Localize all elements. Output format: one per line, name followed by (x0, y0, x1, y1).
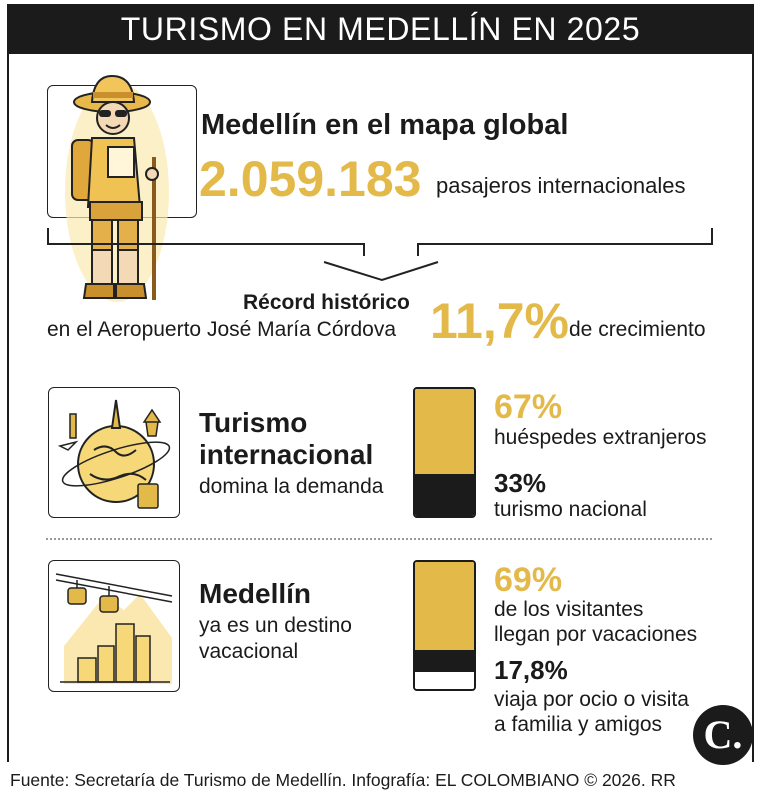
title-bar: TURISMO EN MEDELLÍN EN 2025 (7, 4, 754, 54)
frame-right-border (752, 54, 754, 762)
vacation-share-segment (415, 562, 474, 650)
section2-stat2-value: 33% (494, 468, 547, 498)
section2-heading-line2: internacional (199, 439, 374, 470)
international-share-segment (415, 389, 474, 475)
section2-stat2-label: turismo nacional (494, 498, 647, 521)
page-title: TURISMO EN MEDELLÍN EN 2025 (120, 11, 641, 47)
record-title: Récord histórico (243, 291, 410, 314)
bracket-arrow (47, 228, 713, 282)
other-share-segment (415, 672, 474, 689)
globe-landmarks-icon (57, 399, 171, 509)
section3-stat2-label-line1: viaja por ocio o visita (494, 688, 689, 711)
tourist-illustration-icon (65, 74, 169, 302)
frame-left-border (7, 54, 9, 762)
source-credit: Fuente: Secretaría de Turismo de Medellí… (10, 770, 676, 790)
section2-stat1-label: huéspedes extranjeros (494, 426, 707, 449)
national-share-segment (415, 474, 474, 516)
logo-letter: C. (703, 712, 743, 757)
growth-label: de crecimiento (569, 318, 706, 341)
leisure-family-share-segment (415, 649, 474, 673)
section3-stat1-value: 69% (494, 561, 563, 599)
section3-stat2-label-line2: a familia y amigos (494, 713, 663, 736)
cable-car-city-icon (55, 573, 173, 684)
section3-subtext-line1: ya es un destino (199, 614, 352, 637)
growth-value: 11,7% (430, 293, 570, 349)
section3-stat1-label-line2: llegan por vacaciones (494, 623, 698, 646)
section2-subtext: domina la demanda (199, 475, 384, 498)
section3-stat1-label-line1: de los visitantes (494, 598, 644, 621)
section3-stat2-value: 17,8% (494, 655, 568, 685)
section3-heading: Medellín (199, 578, 312, 609)
passengers-label: pasajeros internacionales (436, 173, 686, 198)
section3-subtext-line2: vacacional (199, 640, 299, 663)
section2-heading-line1: Turismo (199, 407, 308, 438)
colombiano-logo-icon: C. (693, 705, 753, 765)
section1-heading: Medellín en el mapa global (201, 109, 569, 141)
passengers-value: 2.059.183 (199, 151, 422, 207)
record-place: en el Aeropuerto José María Córdova (47, 318, 397, 341)
section-divider (46, 538, 712, 540)
visitor-purpose-bar (413, 560, 476, 691)
section2-stat1-value: 67% (494, 388, 563, 426)
international-share-bar (413, 387, 476, 518)
